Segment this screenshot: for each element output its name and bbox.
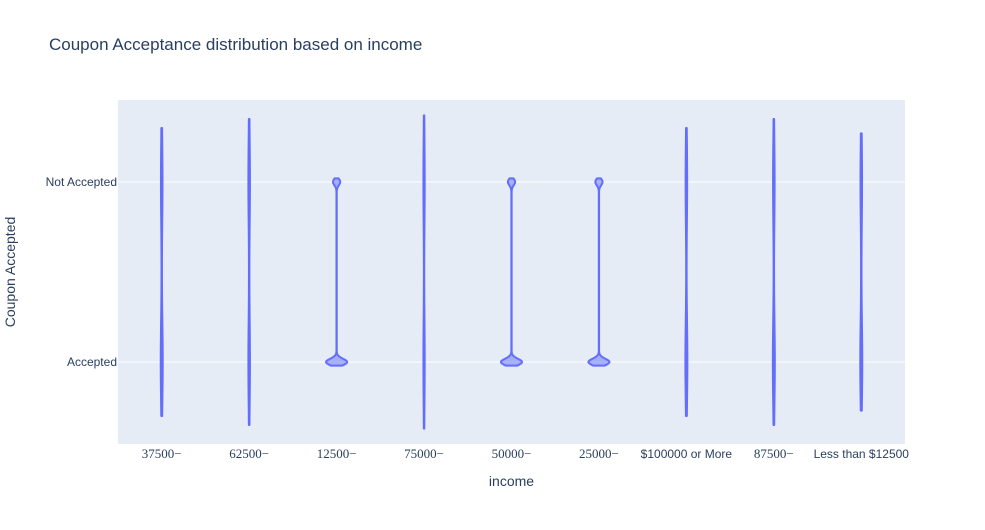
violin-mark [159, 127, 164, 417]
x-tick-label: 12500− [317, 446, 357, 461]
y-axis-title: Coupon Accepted [2, 217, 18, 328]
y-axis-ticks: Accepted Not Accepted [46, 175, 117, 369]
x-tick-label: Less than $12500 [814, 447, 910, 461]
violin-mark [684, 127, 689, 417]
x-tick-label: 75000− [404, 446, 444, 461]
violin-mark [422, 114, 426, 430]
violin-mark [247, 118, 251, 426]
x-tick-label: 25000− [579, 446, 619, 461]
violin-mark [859, 132, 864, 412]
y-tick-label: Accepted [67, 355, 117, 369]
x-tick-label: 62500− [229, 446, 269, 461]
violin-mark [587, 177, 611, 367]
y-tick-label: Not Accepted [46, 175, 117, 189]
x-axis-ticks: 37500− 62500− 12500− 75000− 50000− 25000− $100… [142, 446, 910, 461]
violin-mark [499, 177, 524, 367]
violin-mark [324, 177, 349, 367]
violin-series [159, 114, 864, 430]
x-tick-label: 50000− [492, 446, 532, 461]
x-axis-title: income [489, 473, 534, 489]
chart-title: Coupon Acceptance distribution based on … [49, 35, 422, 54]
x-tick-label: $100000 or More [641, 447, 733, 461]
x-tick-label: 37500− [142, 446, 182, 461]
x-tick-label: 87500− [754, 446, 794, 461]
violin-mark [771, 118, 776, 426]
